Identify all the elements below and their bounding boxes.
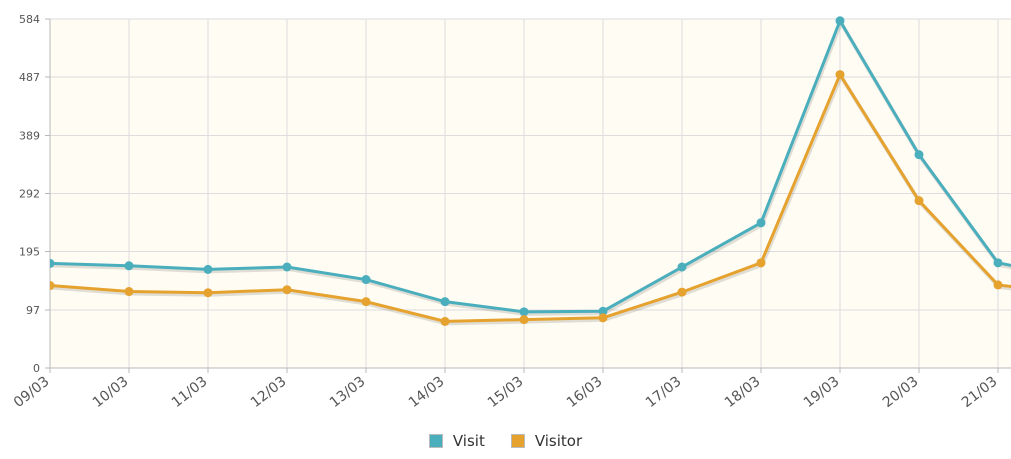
data-point-visitor xyxy=(519,315,529,325)
data-point-visitor xyxy=(203,288,213,298)
x-tick-label: 09/03 xyxy=(11,374,53,411)
legend-item-visit[interactable]: Visit xyxy=(428,432,485,450)
x-tick-label: 12/03 xyxy=(248,374,290,411)
y-tick-label: 97 xyxy=(26,304,40,317)
data-point-visit xyxy=(835,16,845,26)
legend-swatch-visit xyxy=(428,434,443,448)
data-point-visit xyxy=(124,261,134,271)
x-tick-label: 16/03 xyxy=(564,374,606,411)
data-point-visit xyxy=(203,264,213,274)
y-tick-label: 389 xyxy=(19,130,40,143)
x-tick-label: 13/03 xyxy=(327,374,369,411)
series-line-visit xyxy=(50,19,1011,314)
x-tick-label: 15/03 xyxy=(485,374,527,411)
data-point-visitor xyxy=(50,281,55,291)
data-point-visitor xyxy=(677,287,687,297)
data-point-visit xyxy=(677,262,687,272)
data-point-visitor xyxy=(914,196,924,206)
x-tick-label: 19/03 xyxy=(801,374,843,411)
data-point-visit xyxy=(598,306,608,316)
x-tick-label: 18/03 xyxy=(722,374,764,411)
data-point-visitor xyxy=(598,313,608,323)
data-point-visit xyxy=(914,150,924,160)
data-point-visitor xyxy=(756,258,766,268)
data-point-visit xyxy=(50,258,55,268)
x-tick-label: 14/03 xyxy=(406,374,448,411)
legend-item-visitor[interactable]: Visitor xyxy=(510,432,583,450)
legend-label-visitor: Visitor xyxy=(534,432,583,450)
y-tick-label: 0 xyxy=(33,362,40,375)
x-tick-label: 11/03 xyxy=(169,374,211,411)
data-point-visit xyxy=(282,262,292,272)
y-tick-label: 584 xyxy=(19,13,40,26)
series-line-visitor xyxy=(50,73,1011,323)
data-point-visit xyxy=(440,297,450,307)
data-point-visit xyxy=(361,275,371,285)
legend-swatch-visitor xyxy=(510,434,525,448)
y-tick-label: 487 xyxy=(19,71,40,84)
legend-label-visit: Visit xyxy=(452,432,485,450)
data-point-visitor xyxy=(361,297,371,307)
data-point-visitor xyxy=(124,287,134,297)
data-point-visit xyxy=(756,218,766,228)
y-tick-label: 195 xyxy=(19,245,40,258)
x-tick-label: 17/03 xyxy=(643,374,685,411)
x-tick-label: 21/03 xyxy=(959,374,1001,411)
y-tick-label: 292 xyxy=(19,188,40,201)
data-point-visit xyxy=(993,258,1003,268)
x-tick-label: 20/03 xyxy=(880,374,922,411)
data-point-visit xyxy=(519,307,529,317)
data-point-visitor xyxy=(282,285,292,295)
x-tick-label: 10/03 xyxy=(90,374,132,411)
data-point-visitor xyxy=(440,316,450,326)
data-point-visitor xyxy=(835,70,845,80)
chart-legend: Visit Visitor xyxy=(0,432,1011,450)
data-point-visitor xyxy=(993,280,1003,290)
